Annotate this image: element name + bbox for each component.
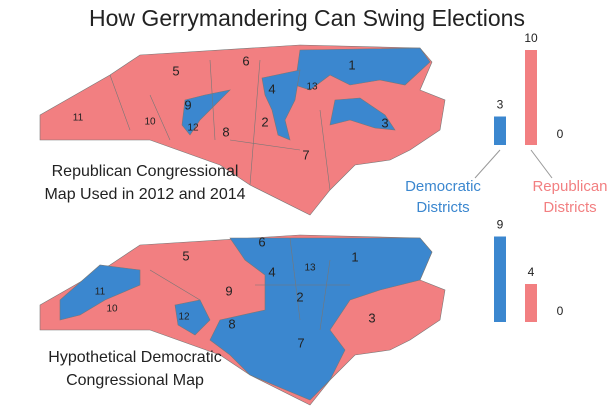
y-tick-label: 0 xyxy=(557,127,564,141)
district-label: 4 xyxy=(268,81,275,96)
district-label: 9 xyxy=(225,283,232,298)
bar xyxy=(525,50,537,145)
district-label: 3 xyxy=(381,115,388,130)
value-label: 10 xyxy=(524,31,538,45)
district-label: 9 xyxy=(184,97,191,112)
district-label: 1 xyxy=(348,57,355,72)
district-label: 4 xyxy=(268,264,275,279)
map-caption: Hypothetical Democratic xyxy=(48,349,221,366)
district-label: 12 xyxy=(187,123,199,134)
connector xyxy=(530,149,553,179)
legend-democratic: Democratic Districts xyxy=(405,178,481,216)
district-label: 8 xyxy=(228,316,235,331)
district-label: 11 xyxy=(95,287,106,298)
district-label: 5 xyxy=(172,63,179,78)
district-label: 2 xyxy=(296,289,303,304)
map-caption: Republican Congressional xyxy=(52,163,239,180)
value-label: 9 xyxy=(497,218,504,232)
district-label: 10 xyxy=(106,304,118,315)
map-top xyxy=(39,44,446,216)
district-label: 6 xyxy=(258,234,265,249)
title: How Gerrymandering Can Swing Elections xyxy=(89,5,525,31)
district-label: 11 xyxy=(73,113,84,124)
district-label: 3 xyxy=(368,310,375,325)
district-label: 1 xyxy=(351,249,358,264)
y-tick-label: 0 xyxy=(557,304,564,318)
connector xyxy=(474,149,501,179)
district-label: 7 xyxy=(297,335,304,350)
district-label: 13 xyxy=(306,82,318,93)
district-label: 8 xyxy=(222,124,229,139)
district-label: 7 xyxy=(302,147,309,162)
bar xyxy=(525,284,537,322)
map-caption: Congressional Map xyxy=(66,372,204,389)
district-label: 5 xyxy=(182,248,189,263)
district-label: 13 xyxy=(304,263,316,274)
value-label: 4 xyxy=(528,265,535,279)
map-bottom xyxy=(39,234,446,406)
value-label: 3 xyxy=(497,98,504,112)
bar xyxy=(494,116,506,145)
legend-republican: Republican Districts xyxy=(532,178,608,216)
district-label: 6 xyxy=(242,53,249,68)
district-label: 2 xyxy=(261,114,268,129)
map-caption: Map Used in 2012 and 2014 xyxy=(44,186,245,203)
bar xyxy=(494,236,506,322)
district-label: 10 xyxy=(144,117,156,128)
district-label: 12 xyxy=(178,312,190,323)
